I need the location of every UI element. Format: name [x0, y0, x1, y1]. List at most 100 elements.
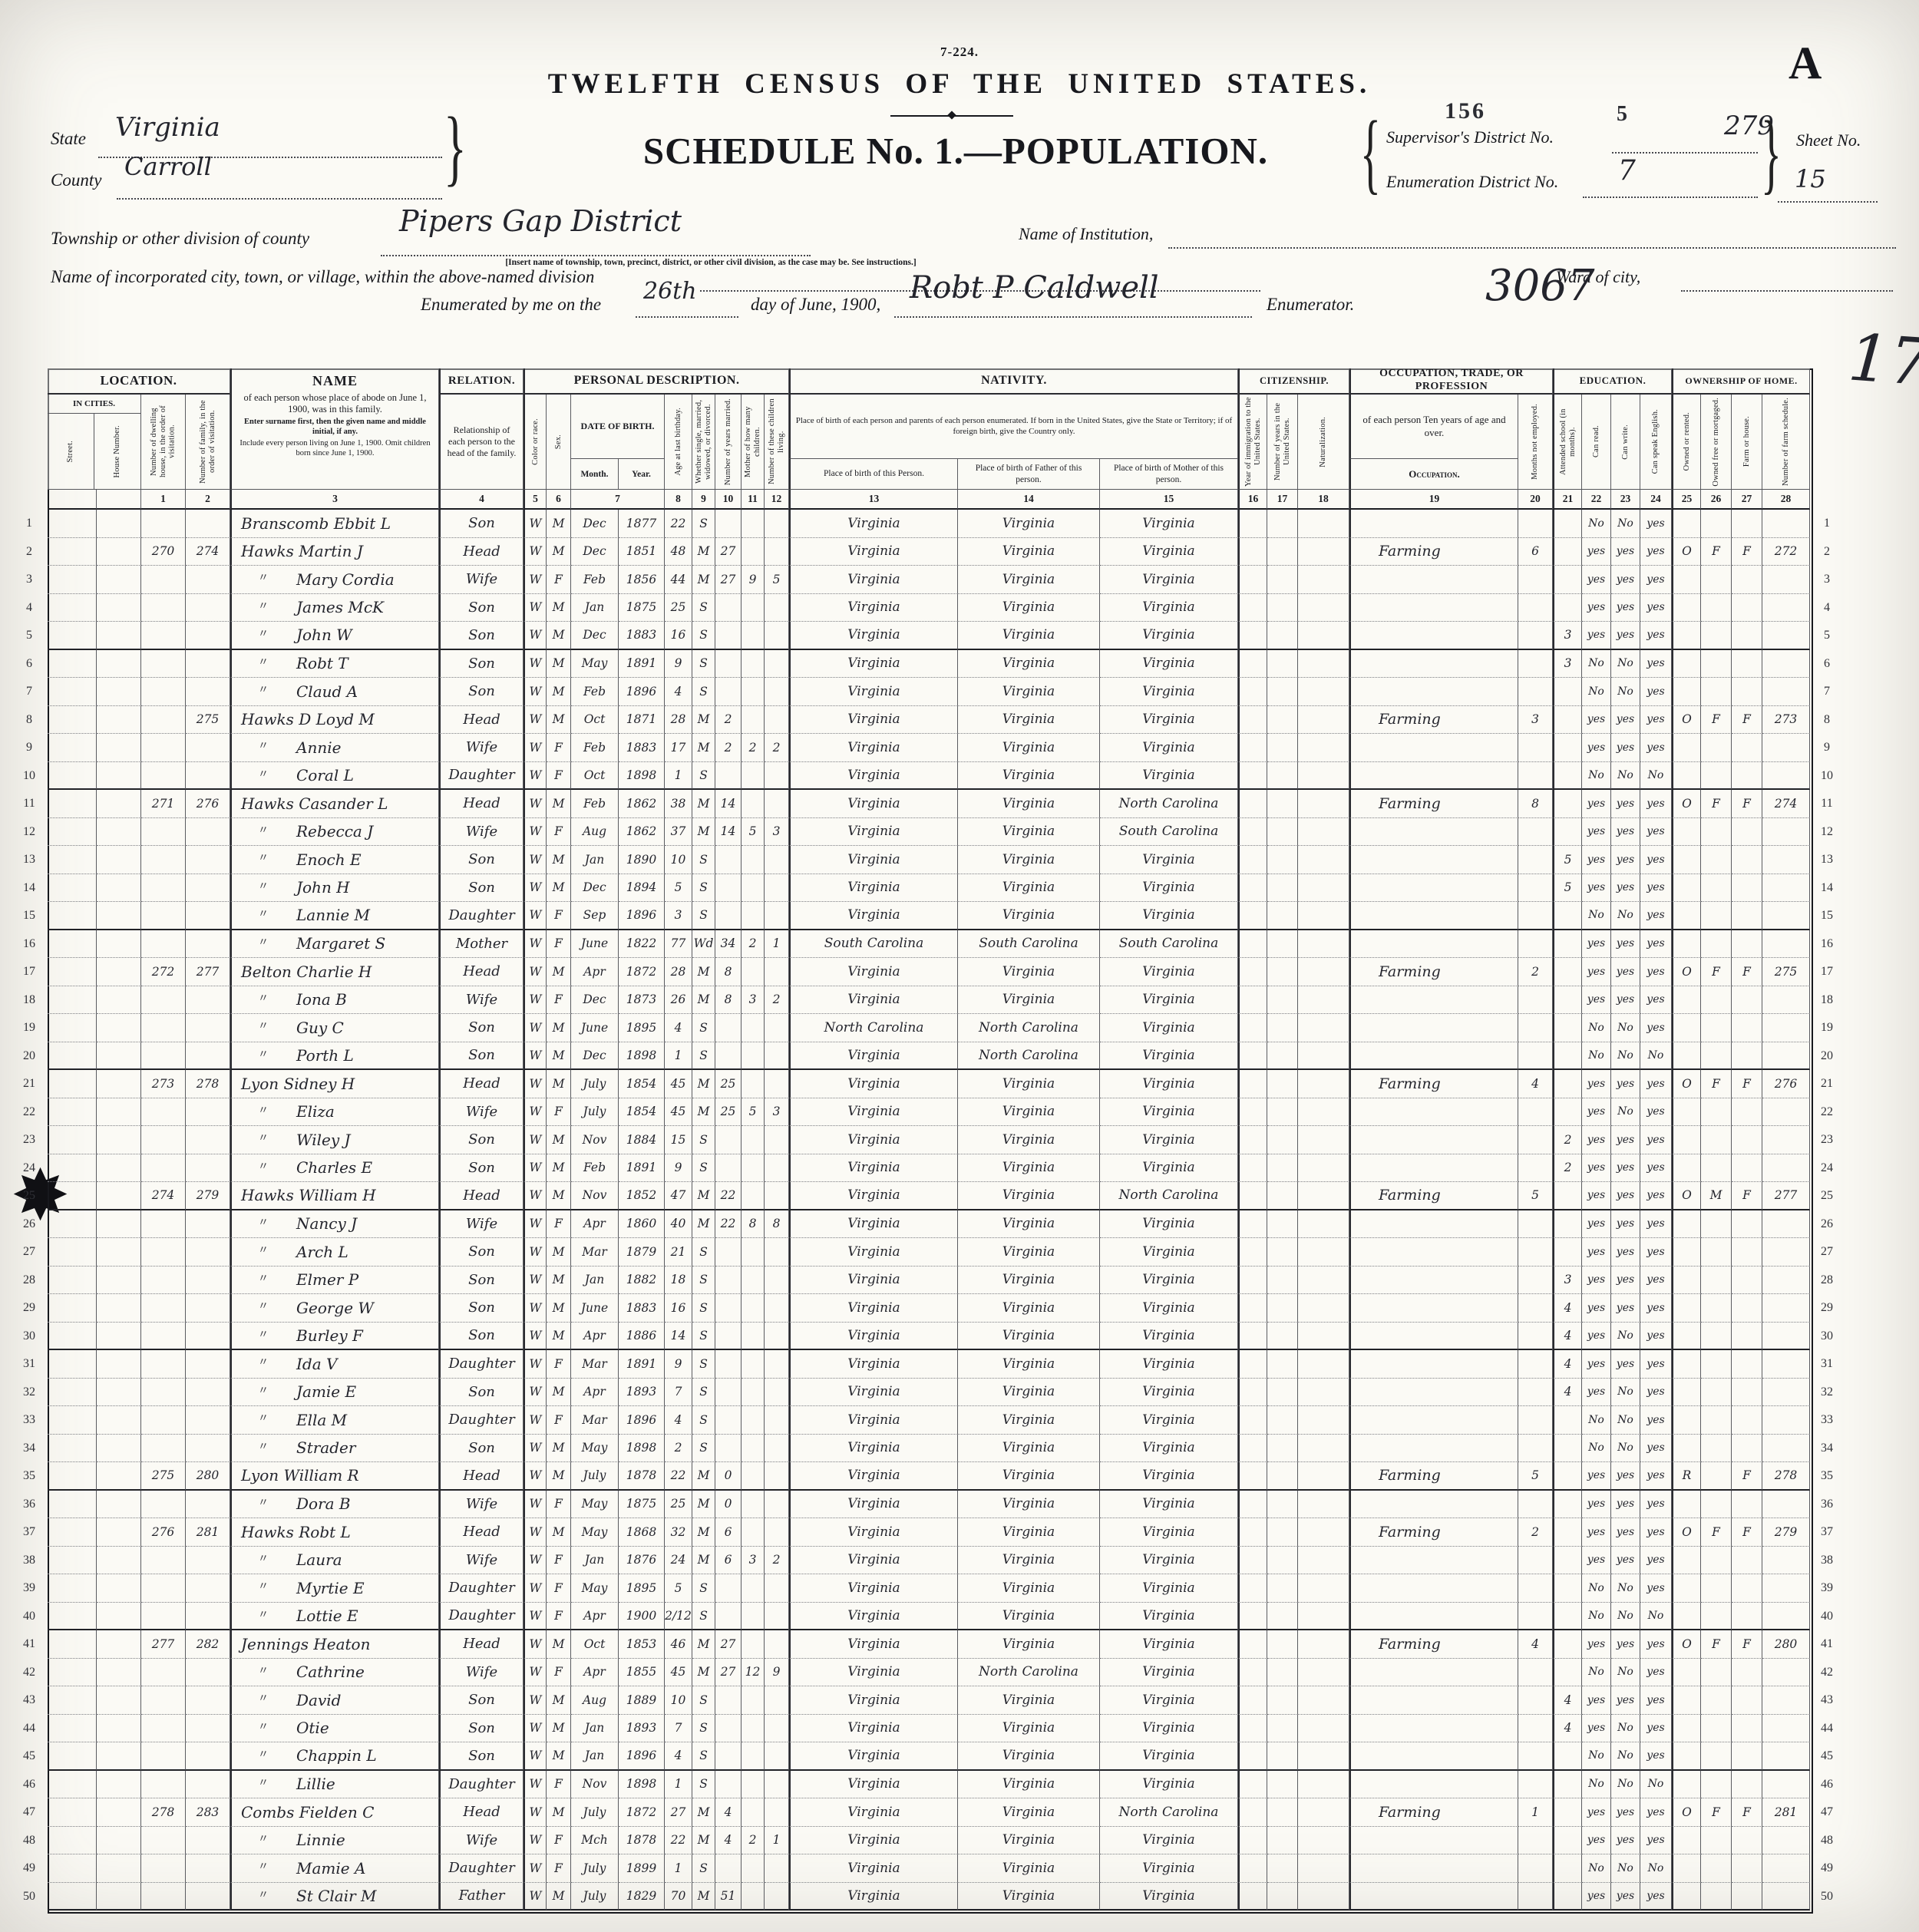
cell-can-write: yes: [1611, 1882, 1640, 1911]
cell-birth-year: 1889: [619, 1686, 665, 1715]
cell-birth-month: Jan: [571, 593, 619, 622]
cell-immigration-year: [1238, 510, 1267, 538]
cell-occupation: [1349, 902, 1518, 930]
cell-birthplace: Virginia: [789, 790, 958, 818]
column-number: 1: [141, 490, 186, 510]
cell-mother-birthplace: Virginia: [1100, 1406, 1238, 1435]
cell-years-married: [715, 510, 742, 538]
cell-house-number: [97, 1378, 141, 1406]
cell-mother-of-children: [742, 1574, 765, 1603]
cell-farm-schedule: [1762, 846, 1810, 874]
cell-father-birthplace: Virginia: [958, 1546, 1100, 1574]
enumeration-value: 7: [1618, 155, 1636, 187]
cell-color: W: [524, 1798, 547, 1827]
cell-occupation: [1349, 510, 1518, 538]
cell-owned-or-rented: [1672, 761, 1701, 790]
cell-occupation: [1349, 1210, 1518, 1238]
cell-family-number: 280: [186, 1462, 230, 1491]
line-number: 37: [23, 1525, 35, 1539]
cell-owned-or-rented: [1672, 1266, 1701, 1294]
cell-years-in-us: [1267, 1210, 1298, 1238]
line-number: 28: [23, 1273, 35, 1286]
cell-immigration-year: [1238, 1490, 1267, 1518]
cell-occupation: [1349, 1742, 1518, 1771]
cell-years-in-us: [1267, 678, 1298, 706]
cell-children-living: 1: [765, 1826, 789, 1854]
cell-school-months: [1553, 734, 1582, 762]
dotted-line: [1778, 200, 1878, 203]
line-number: 2: [26, 544, 32, 558]
cell-owned-or-rented: [1672, 622, 1701, 650]
cell-immigration-year: [1238, 874, 1267, 902]
cell-years-married: [715, 902, 742, 930]
cell-birth-year: 1829: [619, 1882, 665, 1911]
line-number: 33: [1821, 1413, 1833, 1427]
cell-years-in-us: [1267, 566, 1298, 594]
cell-owned-or-rented: [1672, 1854, 1701, 1883]
cell-relation: Son: [439, 1322, 524, 1350]
cell-age: 10: [665, 846, 692, 874]
cell-sex: M: [547, 1070, 571, 1098]
cell-mother-birthplace: South Carolina: [1100, 930, 1238, 958]
cell-mother-birthplace: North Carolina: [1100, 790, 1238, 818]
cell-street: [48, 1406, 97, 1435]
cell-street: [48, 1798, 97, 1827]
ditto-mark: 〃: [258, 824, 269, 837]
cell-children-living: 3: [765, 1098, 789, 1126]
cell-sex: M: [547, 874, 571, 902]
ditto-mark: 〃: [258, 1216, 269, 1229]
cell-relation: Daughter: [439, 1854, 524, 1883]
cell-sex: M: [547, 510, 571, 538]
cell-can-speak-english: No: [1640, 1854, 1672, 1883]
cell-mother-of-children: [742, 510, 765, 538]
cell-family-number: [186, 1098, 230, 1126]
column-number: [48, 490, 97, 510]
cell-can-speak-english: yes: [1640, 1686, 1672, 1715]
line-number: 29: [23, 1301, 35, 1315]
cell-school-months: [1553, 986, 1582, 1014]
cell-children-living: [765, 1630, 789, 1659]
cell-color: W: [524, 1574, 547, 1603]
cell-can-write: yes: [1611, 1798, 1640, 1827]
cell-mother-birthplace: Virginia: [1100, 1658, 1238, 1686]
cell-birthplace: Virginia: [789, 1322, 958, 1350]
cell-birth-year: 1884: [619, 1126, 665, 1154]
line-number: 27: [1821, 1245, 1833, 1259]
cell-immigration-year: [1238, 1630, 1267, 1659]
cell-birthplace: Virginia: [789, 510, 958, 538]
cell-school-months: [1553, 593, 1582, 622]
cell-birth-year: 1879: [619, 1238, 665, 1267]
cell-naturalization: [1298, 510, 1349, 538]
cell-years-married: [715, 622, 742, 650]
column-number: 5: [524, 490, 547, 510]
cell-mother-of-children: 9: [742, 566, 765, 594]
cell-dwelling-number: [141, 1266, 186, 1294]
cell-color: W: [524, 678, 547, 706]
cell-immigration-year: [1238, 1882, 1267, 1911]
cell-name: Mamie A 〃: [230, 1854, 439, 1883]
cell-months-not-employed: 2: [1518, 958, 1553, 986]
cell-can-read: yes: [1582, 986, 1611, 1014]
cell-immigration-year: [1238, 1098, 1267, 1126]
cell-can-write: yes: [1611, 1154, 1640, 1182]
supervisor-value: 279: [1724, 111, 1774, 141]
cell-can-speak-english: yes: [1640, 1714, 1672, 1742]
cell-immigration-year: [1238, 678, 1267, 706]
cell-color: W: [524, 1350, 547, 1379]
cell-family-number: [186, 1574, 230, 1603]
cell-family-number: [186, 1014, 230, 1042]
cell-immigration-year: [1238, 1546, 1267, 1574]
cell-years-in-us: [1267, 986, 1298, 1014]
cell-children-living: 9: [765, 1658, 789, 1686]
cell-father-birthplace: North Carolina: [958, 1658, 1100, 1686]
cell-immigration-year: [1238, 1014, 1267, 1042]
cell-can-write: No: [1611, 649, 1640, 678]
cell-relation: Son: [439, 622, 524, 650]
cell-family-number: [186, 734, 230, 762]
cell-farm-schedule: [1762, 1238, 1810, 1267]
cell-birthplace: Virginia: [789, 1826, 958, 1854]
cell-relation: Daughter: [439, 1770, 524, 1798]
cell-mother-birthplace: Virginia: [1100, 1294, 1238, 1323]
cell-sex: M: [547, 1266, 571, 1294]
cell-months-not-employed: 1: [1518, 1798, 1553, 1827]
